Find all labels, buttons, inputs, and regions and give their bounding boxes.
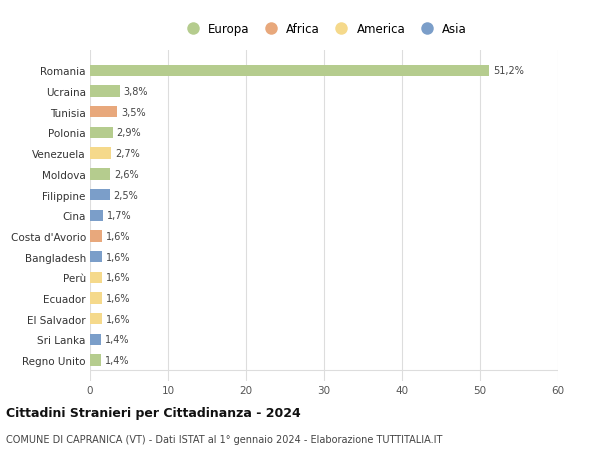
- Text: 2,6%: 2,6%: [114, 169, 139, 179]
- Text: 2,9%: 2,9%: [116, 128, 141, 138]
- Bar: [90, 148, 111, 159]
- Bar: [90, 272, 103, 283]
- Bar: [90, 313, 103, 325]
- Text: 2,7%: 2,7%: [115, 149, 140, 159]
- Text: 1,7%: 1,7%: [107, 211, 132, 221]
- Legend: Europa, Africa, America, Asia: Europa, Africa, America, Asia: [179, 20, 469, 38]
- Bar: [90, 334, 101, 345]
- Text: 1,4%: 1,4%: [105, 335, 130, 345]
- Bar: [90, 86, 119, 97]
- Bar: [90, 107, 118, 118]
- Text: Cittadini Stranieri per Cittadinanza - 2024: Cittadini Stranieri per Cittadinanza - 2…: [6, 406, 301, 419]
- Text: 1,6%: 1,6%: [106, 252, 131, 262]
- Bar: [90, 231, 103, 242]
- Text: 2,5%: 2,5%: [113, 190, 138, 200]
- Text: 1,6%: 1,6%: [106, 293, 131, 303]
- Bar: [90, 169, 110, 180]
- Text: 3,8%: 3,8%: [124, 87, 148, 97]
- Text: 51,2%: 51,2%: [493, 66, 524, 76]
- Bar: [90, 190, 110, 201]
- Text: COMUNE DI CAPRANICA (VT) - Dati ISTAT al 1° gennaio 2024 - Elaborazione TUTTITAL: COMUNE DI CAPRANICA (VT) - Dati ISTAT al…: [6, 434, 442, 444]
- Text: 1,6%: 1,6%: [106, 273, 131, 283]
- Bar: [90, 355, 101, 366]
- Text: 3,5%: 3,5%: [121, 107, 146, 118]
- Text: 1,6%: 1,6%: [106, 231, 131, 241]
- Bar: [90, 210, 103, 221]
- Text: 1,6%: 1,6%: [106, 314, 131, 324]
- Bar: [90, 252, 103, 263]
- Text: 1,4%: 1,4%: [105, 355, 130, 365]
- Bar: [90, 66, 490, 77]
- Bar: [90, 128, 113, 139]
- Bar: [90, 293, 103, 304]
